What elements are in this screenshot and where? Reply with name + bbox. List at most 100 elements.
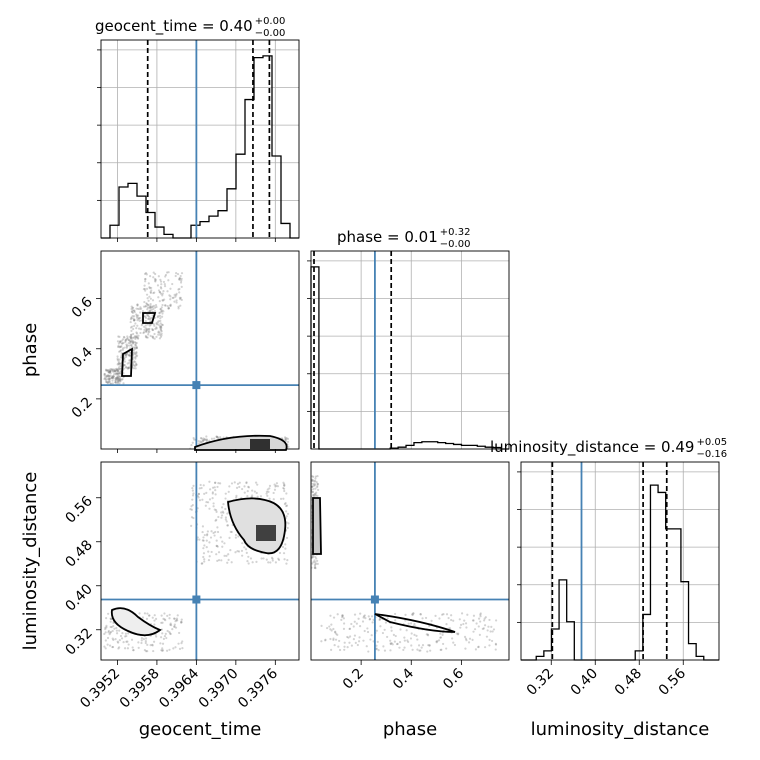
scatter-point	[312, 484, 315, 487]
scatter-point	[205, 438, 209, 441]
scatter-point	[226, 524, 230, 527]
scatter-point	[200, 486, 203, 490]
scatter-point	[148, 295, 151, 298]
scatter-point	[411, 613, 414, 616]
scatter-point	[269, 561, 272, 564]
scatter-point	[132, 346, 135, 349]
scatter-point	[129, 333, 133, 337]
scatter-point	[212, 502, 215, 505]
scatter-point	[314, 477, 317, 480]
scatter-point	[214, 481, 217, 485]
scatter-point	[124, 353, 127, 356]
scatter-point	[118, 379, 122, 383]
scatter-point	[197, 496, 200, 499]
scatter-point	[349, 635, 352, 638]
scatter-point	[286, 437, 290, 440]
scatter-point	[159, 280, 163, 283]
scatter-point	[119, 367, 122, 370]
scatter-point	[175, 301, 178, 304]
scatter-point	[118, 372, 121, 375]
scatter-point	[396, 642, 399, 646]
scatter-point	[237, 550, 241, 553]
scatter-point	[358, 625, 362, 628]
scatter-point	[104, 626, 107, 629]
scatter-point	[159, 322, 162, 325]
scatter-point	[383, 649, 387, 652]
scatter-point	[111, 645, 115, 649]
scatter-point	[241, 487, 244, 491]
scatter-point	[124, 338, 128, 341]
scatter-point	[134, 365, 137, 368]
scatter-point	[330, 629, 333, 632]
scatter-point	[311, 485, 314, 488]
scatter-point	[417, 644, 421, 647]
scatter-point	[121, 347, 125, 350]
scatter-point	[234, 551, 237, 554]
scatter-point	[379, 625, 382, 628]
scatter-point	[110, 375, 113, 378]
scatter-point	[200, 562, 203, 565]
scatter-point	[316, 482, 319, 486]
scatter-point	[243, 485, 246, 488]
scatter-point	[375, 629, 378, 632]
scatter-point	[166, 305, 169, 308]
scatter-point	[138, 327, 141, 330]
scatter-point	[371, 621, 374, 624]
scatter-point	[192, 492, 195, 495]
scatter-point	[393, 640, 397, 643]
scatter-point	[144, 272, 148, 275]
scatter-point	[259, 495, 263, 498]
scatter-point	[146, 308, 149, 311]
scatter-point	[175, 294, 178, 297]
scatter-point	[124, 339, 127, 342]
scatter-point	[152, 640, 156, 643]
scatter-point	[160, 315, 164, 318]
scatter-point	[132, 317, 135, 320]
scatter-point	[282, 481, 285, 484]
scatter-point	[146, 649, 149, 653]
scatter-point	[147, 317, 150, 321]
scatter-point	[164, 273, 168, 277]
scatter-point	[106, 369, 109, 372]
scatter-point	[137, 317, 140, 321]
scatter-point	[133, 311, 136, 314]
scatter-point	[175, 619, 178, 622]
scatter-point	[268, 484, 272, 487]
scatter-point	[146, 328, 149, 331]
scatter-point	[144, 637, 148, 640]
scatter-point	[132, 353, 135, 356]
scatter-point	[136, 303, 139, 306]
scatter-point	[114, 378, 118, 381]
scatter-point	[272, 498, 275, 501]
scatter-point	[285, 515, 288, 518]
scatter-point	[126, 337, 129, 340]
scatter-point	[243, 491, 246, 494]
scatter-point	[128, 351, 132, 354]
scatter-point	[483, 617, 486, 620]
scatter-point	[251, 494, 254, 497]
scatter-point	[123, 346, 126, 349]
scatter-point	[206, 530, 209, 533]
scatter-point	[447, 616, 450, 620]
scatter-point	[160, 332, 163, 335]
scatter-point	[178, 277, 181, 280]
scatter-point	[491, 630, 494, 633]
scatter-point	[117, 363, 120, 366]
scatter-point	[465, 639, 468, 642]
scatter-point	[119, 372, 122, 375]
scatter-point	[123, 364, 127, 367]
scatter-point	[160, 309, 163, 313]
scatter-point	[285, 510, 288, 513]
scatter-point	[409, 622, 413, 625]
scatter-point	[134, 336, 137, 339]
scatter-point	[116, 378, 119, 381]
scatter-point	[107, 380, 110, 384]
scatter-point	[151, 644, 154, 647]
scatter-point	[179, 298, 182, 301]
scatter-point	[143, 649, 146, 652]
scatter-point	[160, 283, 163, 286]
scatter-point	[474, 648, 477, 651]
scatter-point	[338, 648, 342, 652]
scatter-point	[121, 631, 124, 635]
scatter-point	[190, 505, 193, 508]
